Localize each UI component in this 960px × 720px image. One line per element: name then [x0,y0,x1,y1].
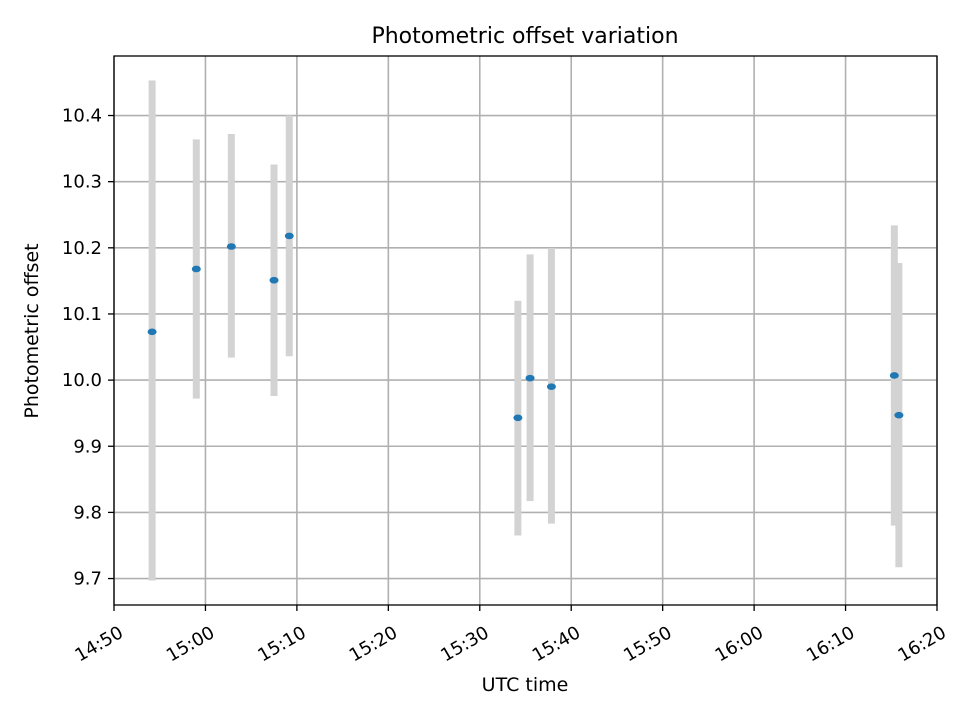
x-axis-label: UTC time [482,674,569,696]
data-point [889,372,899,379]
y-tick-label: 10.4 [62,106,102,127]
y-tick-label: 10.3 [62,172,102,193]
data-points [147,232,904,422]
y-tick-label: 9.8 [73,502,102,523]
data-point [269,276,279,284]
data-point [894,411,904,419]
y-tick-label: 10.0 [62,370,102,391]
data-point [513,414,523,422]
data-point [546,383,556,391]
chart-title: Photometric offset variation [371,24,678,49]
data-point [191,265,201,273]
plot-frame [113,55,938,606]
data-point [226,243,236,250]
data-point [147,328,157,336]
y-axis-label: Photometric offset [21,243,43,418]
y-axis-ticks: 9.7 9.8 9.9 10.0 10.1 10.2 10.3 10.4 [62,106,114,590]
data-point [525,374,535,382]
y-tick-label: 9.7 [73,569,102,590]
y-tick-label: 10.2 [62,238,102,259]
y-tick-label: 10.1 [62,304,102,325]
data-point [284,232,294,240]
y-tick-label: 9.9 [73,436,102,457]
